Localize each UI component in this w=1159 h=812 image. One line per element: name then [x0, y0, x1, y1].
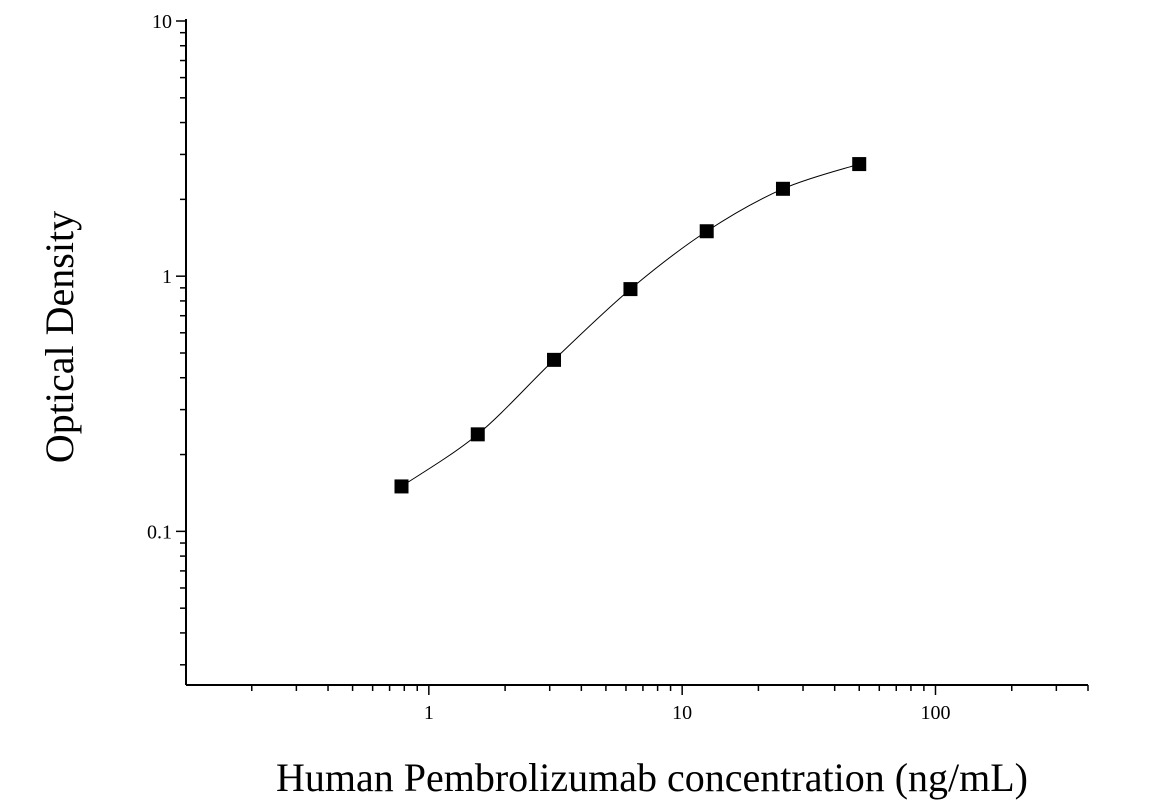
data-point [547, 352, 562, 367]
data-point [394, 479, 409, 494]
x-tick-label: 100 [920, 702, 950, 724]
fit-curve [401, 163, 860, 487]
x-tick-label: 10 [672, 702, 692, 724]
x-tick-label: 1 [424, 702, 434, 724]
data-point [775, 181, 790, 196]
y-tick-label: 1 [162, 266, 172, 288]
data-point [852, 157, 867, 172]
tick-labels: 1 10 100 0.1 1 10 [147, 11, 950, 724]
y-tick-label: 0.1 [147, 521, 172, 543]
axes [185, 19, 1088, 686]
data-point [623, 282, 638, 297]
ticks [176, 20, 1089, 695]
y-tick-label: 10 [152, 11, 172, 33]
x-axis-label: Human Pembrolizumab concentration (ng/mL… [276, 755, 1028, 800]
data-point [470, 427, 485, 442]
y-axis-label: Optical Density [37, 211, 82, 463]
data-point [699, 224, 714, 239]
data-points [394, 157, 867, 494]
